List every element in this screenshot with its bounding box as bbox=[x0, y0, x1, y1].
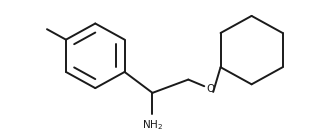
Text: O: O bbox=[206, 84, 214, 94]
Text: NH$_2$: NH$_2$ bbox=[142, 119, 163, 132]
